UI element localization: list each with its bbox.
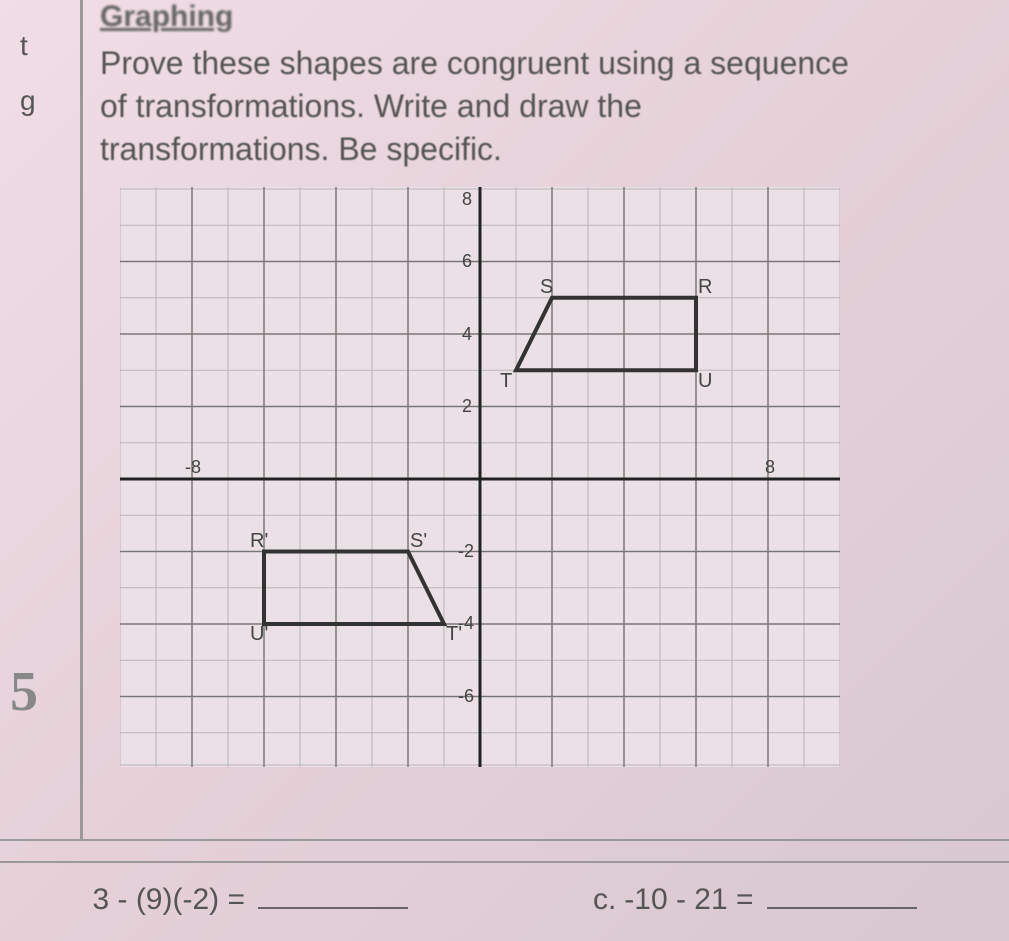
left-margin: t g 5 (0, 0, 80, 941)
margin-letter-g: g (20, 85, 36, 117)
problem-line-1: Prove these shapes are congruent using a… (100, 45, 849, 81)
problem-line-3: transformations. Be specific. (100, 131, 502, 167)
eq-b-blank (258, 907, 408, 909)
y-label-8: 8 (462, 189, 472, 209)
vertex-T: T (500, 370, 512, 392)
problem-statement: Prove these shapes are congruent using a… (100, 42, 990, 172)
handwritten-answer: 5 (10, 660, 38, 724)
coordinate-grid: 2 4 6 8 -2 -4 -6 -8 8 R S T U (120, 187, 840, 767)
main-content: Graphing Prove these shapes are congruen… (100, 0, 990, 767)
horizontal-divider (0, 839, 1009, 841)
eq-c-blank (767, 907, 917, 909)
vertex-Sp: S' (410, 530, 427, 552)
equation-b: 3 - (9)(-2) = (92, 883, 408, 917)
vertex-Up: U' (250, 623, 268, 645)
vertex-R: R (698, 276, 712, 298)
y-label-4: 4 (462, 324, 472, 344)
vertex-Rp: R' (250, 530, 268, 552)
y-label-2: 2 (462, 396, 472, 416)
vertex-S: S (540, 276, 553, 298)
problem-line-2: of transformations. Write and draw the (100, 88, 642, 124)
y-label-n6: -6 (458, 686, 474, 706)
bottom-equations: 3 - (9)(-2) = c. -10 - 21 = (0, 861, 1009, 921)
eq-b-text: 3 - (9)(-2) = (92, 883, 245, 917)
eq-c-text: -10 - 21 = (624, 883, 753, 917)
worksheet-page: t g 5 Graphing Prove these shapes are co… (0, 0, 1009, 941)
vertex-U: U (698, 370, 712, 392)
y-label-6: 6 (462, 251, 472, 271)
margin-letter-t: t (20, 30, 28, 62)
eq-c-label: c. (593, 883, 616, 917)
vertical-divider (80, 0, 83, 840)
equation-c: c. -10 - 21 = (593, 883, 917, 917)
section-header: Graphing (100, 0, 990, 34)
y-label-n2: -2 (458, 541, 474, 561)
grid-svg: 2 4 6 8 -2 -4 -6 -8 8 R S T U (120, 187, 840, 767)
x-label-n8: -8 (185, 457, 201, 477)
vertex-Tp: T' (446, 623, 462, 645)
x-label-8: 8 (765, 457, 775, 477)
